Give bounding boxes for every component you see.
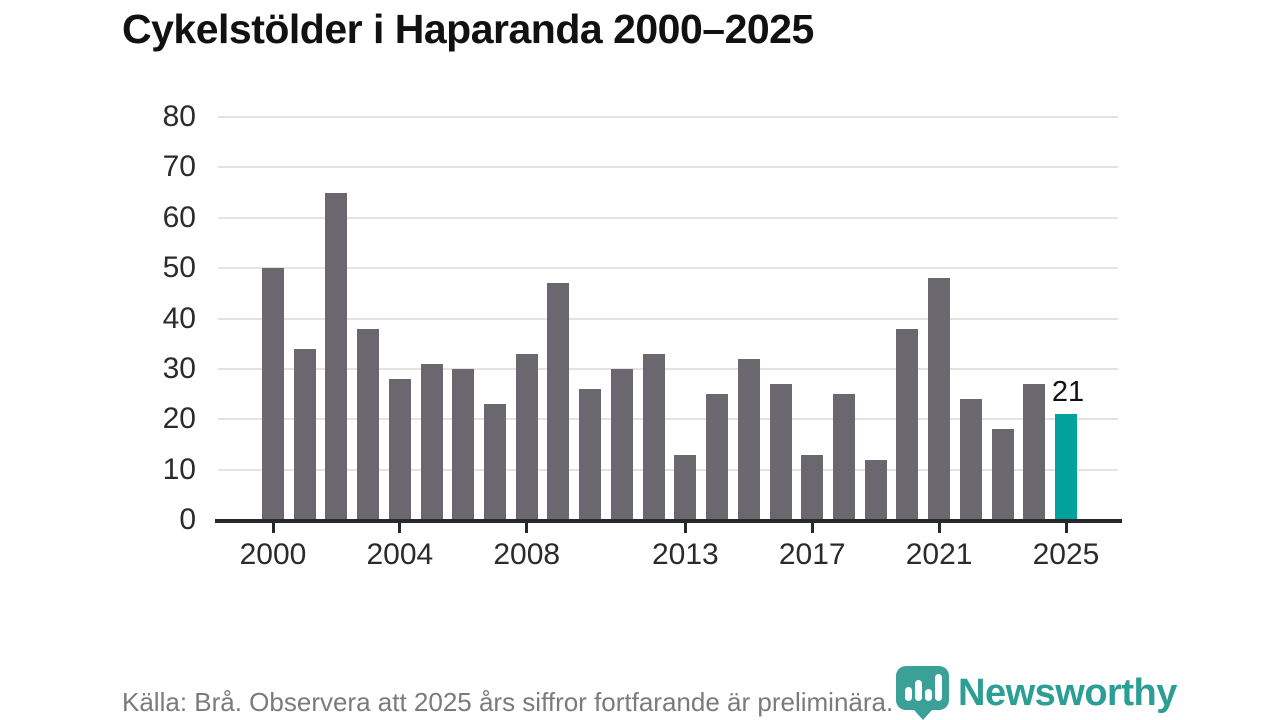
y-tick-label-10: 10 [162, 452, 196, 486]
x-tick-label-2008: 2008 [493, 538, 561, 571]
gridline-y-70 [218, 166, 1118, 169]
bar-2008 [515, 354, 538, 520]
gridline-y-60 [218, 216, 1118, 219]
bar-2013 [674, 455, 697, 520]
bar-2011 [610, 369, 633, 520]
source-note: Källa: Brå. Observera att 2025 års siffr… [122, 687, 894, 717]
bar-2024 [1023, 384, 1046, 520]
newsworthy-wordmark: Newsworthy [958, 672, 1177, 714]
gridline-y-30 [218, 367, 1118, 370]
x-tick-label-2000: 2000 [239, 538, 307, 571]
bar-2009 [547, 283, 570, 520]
x-tick-2013 [683, 523, 687, 533]
bar-2012 [642, 354, 665, 520]
bar-2018 [832, 394, 855, 520]
x-axis-line [215, 519, 1122, 523]
x-tick-label-2017: 2017 [778, 538, 846, 571]
bar-2004 [388, 379, 411, 520]
bar-2022 [959, 399, 982, 520]
bar-2019 [864, 460, 887, 520]
bar-2000 [262, 268, 284, 520]
x-tick-label-2021: 2021 [905, 538, 973, 571]
y-tick-label-40: 40 [162, 301, 196, 335]
bar-2025 [1055, 414, 1077, 520]
x-tick-2000 [271, 523, 275, 533]
newsworthy-logo: Newsworthy [896, 666, 1177, 720]
bar-2020 [896, 329, 919, 520]
bar-2001 [293, 349, 316, 520]
gridline-y-10 [218, 468, 1118, 471]
bar-2005 [420, 364, 443, 520]
bar-2010 [579, 389, 602, 520]
x-tick-2021 [937, 523, 941, 533]
y-tick-label-60: 60 [162, 200, 196, 234]
x-tick-2025 [1064, 523, 1068, 533]
bar-2007 [484, 404, 507, 520]
x-tick-2008 [525, 523, 529, 533]
x-tick-label-2004: 2004 [366, 538, 434, 571]
bar-2006 [452, 369, 475, 520]
x-tick-label-2013: 2013 [651, 538, 719, 571]
bar-2014 [706, 394, 729, 520]
x-tick-2004 [398, 523, 402, 533]
bar-2021 [928, 278, 951, 520]
y-tick-label-80: 80 [162, 100, 196, 133]
x-tick-label-2025: 2025 [1032, 538, 1100, 571]
y-tick-label-0: 0 [179, 503, 196, 536]
y-tick-label-20: 20 [162, 402, 196, 436]
bar-2023 [991, 429, 1014, 520]
bar-2003 [357, 329, 380, 520]
gridline-y-40 [218, 317, 1118, 320]
gridline-y-80 [218, 116, 1118, 118]
y-tick-label-70: 70 [162, 150, 196, 184]
bar-2017 [801, 455, 824, 520]
chart-title: Cykelstölder i Haparanda 2000–2025 [122, 6, 814, 52]
bar-2002 [325, 193, 348, 520]
value-label-2025: 21 [1051, 376, 1085, 409]
bar-2015 [737, 359, 760, 520]
y-tick-label-30: 30 [162, 351, 196, 385]
newsworthy-pin-barchart-icon [896, 666, 949, 720]
gridline-y-50 [218, 267, 1118, 270]
bar-2016 [769, 384, 792, 520]
gridline-y-20 [218, 418, 1118, 421]
y-tick-label-50: 50 [162, 251, 196, 285]
x-tick-2017 [810, 523, 814, 533]
